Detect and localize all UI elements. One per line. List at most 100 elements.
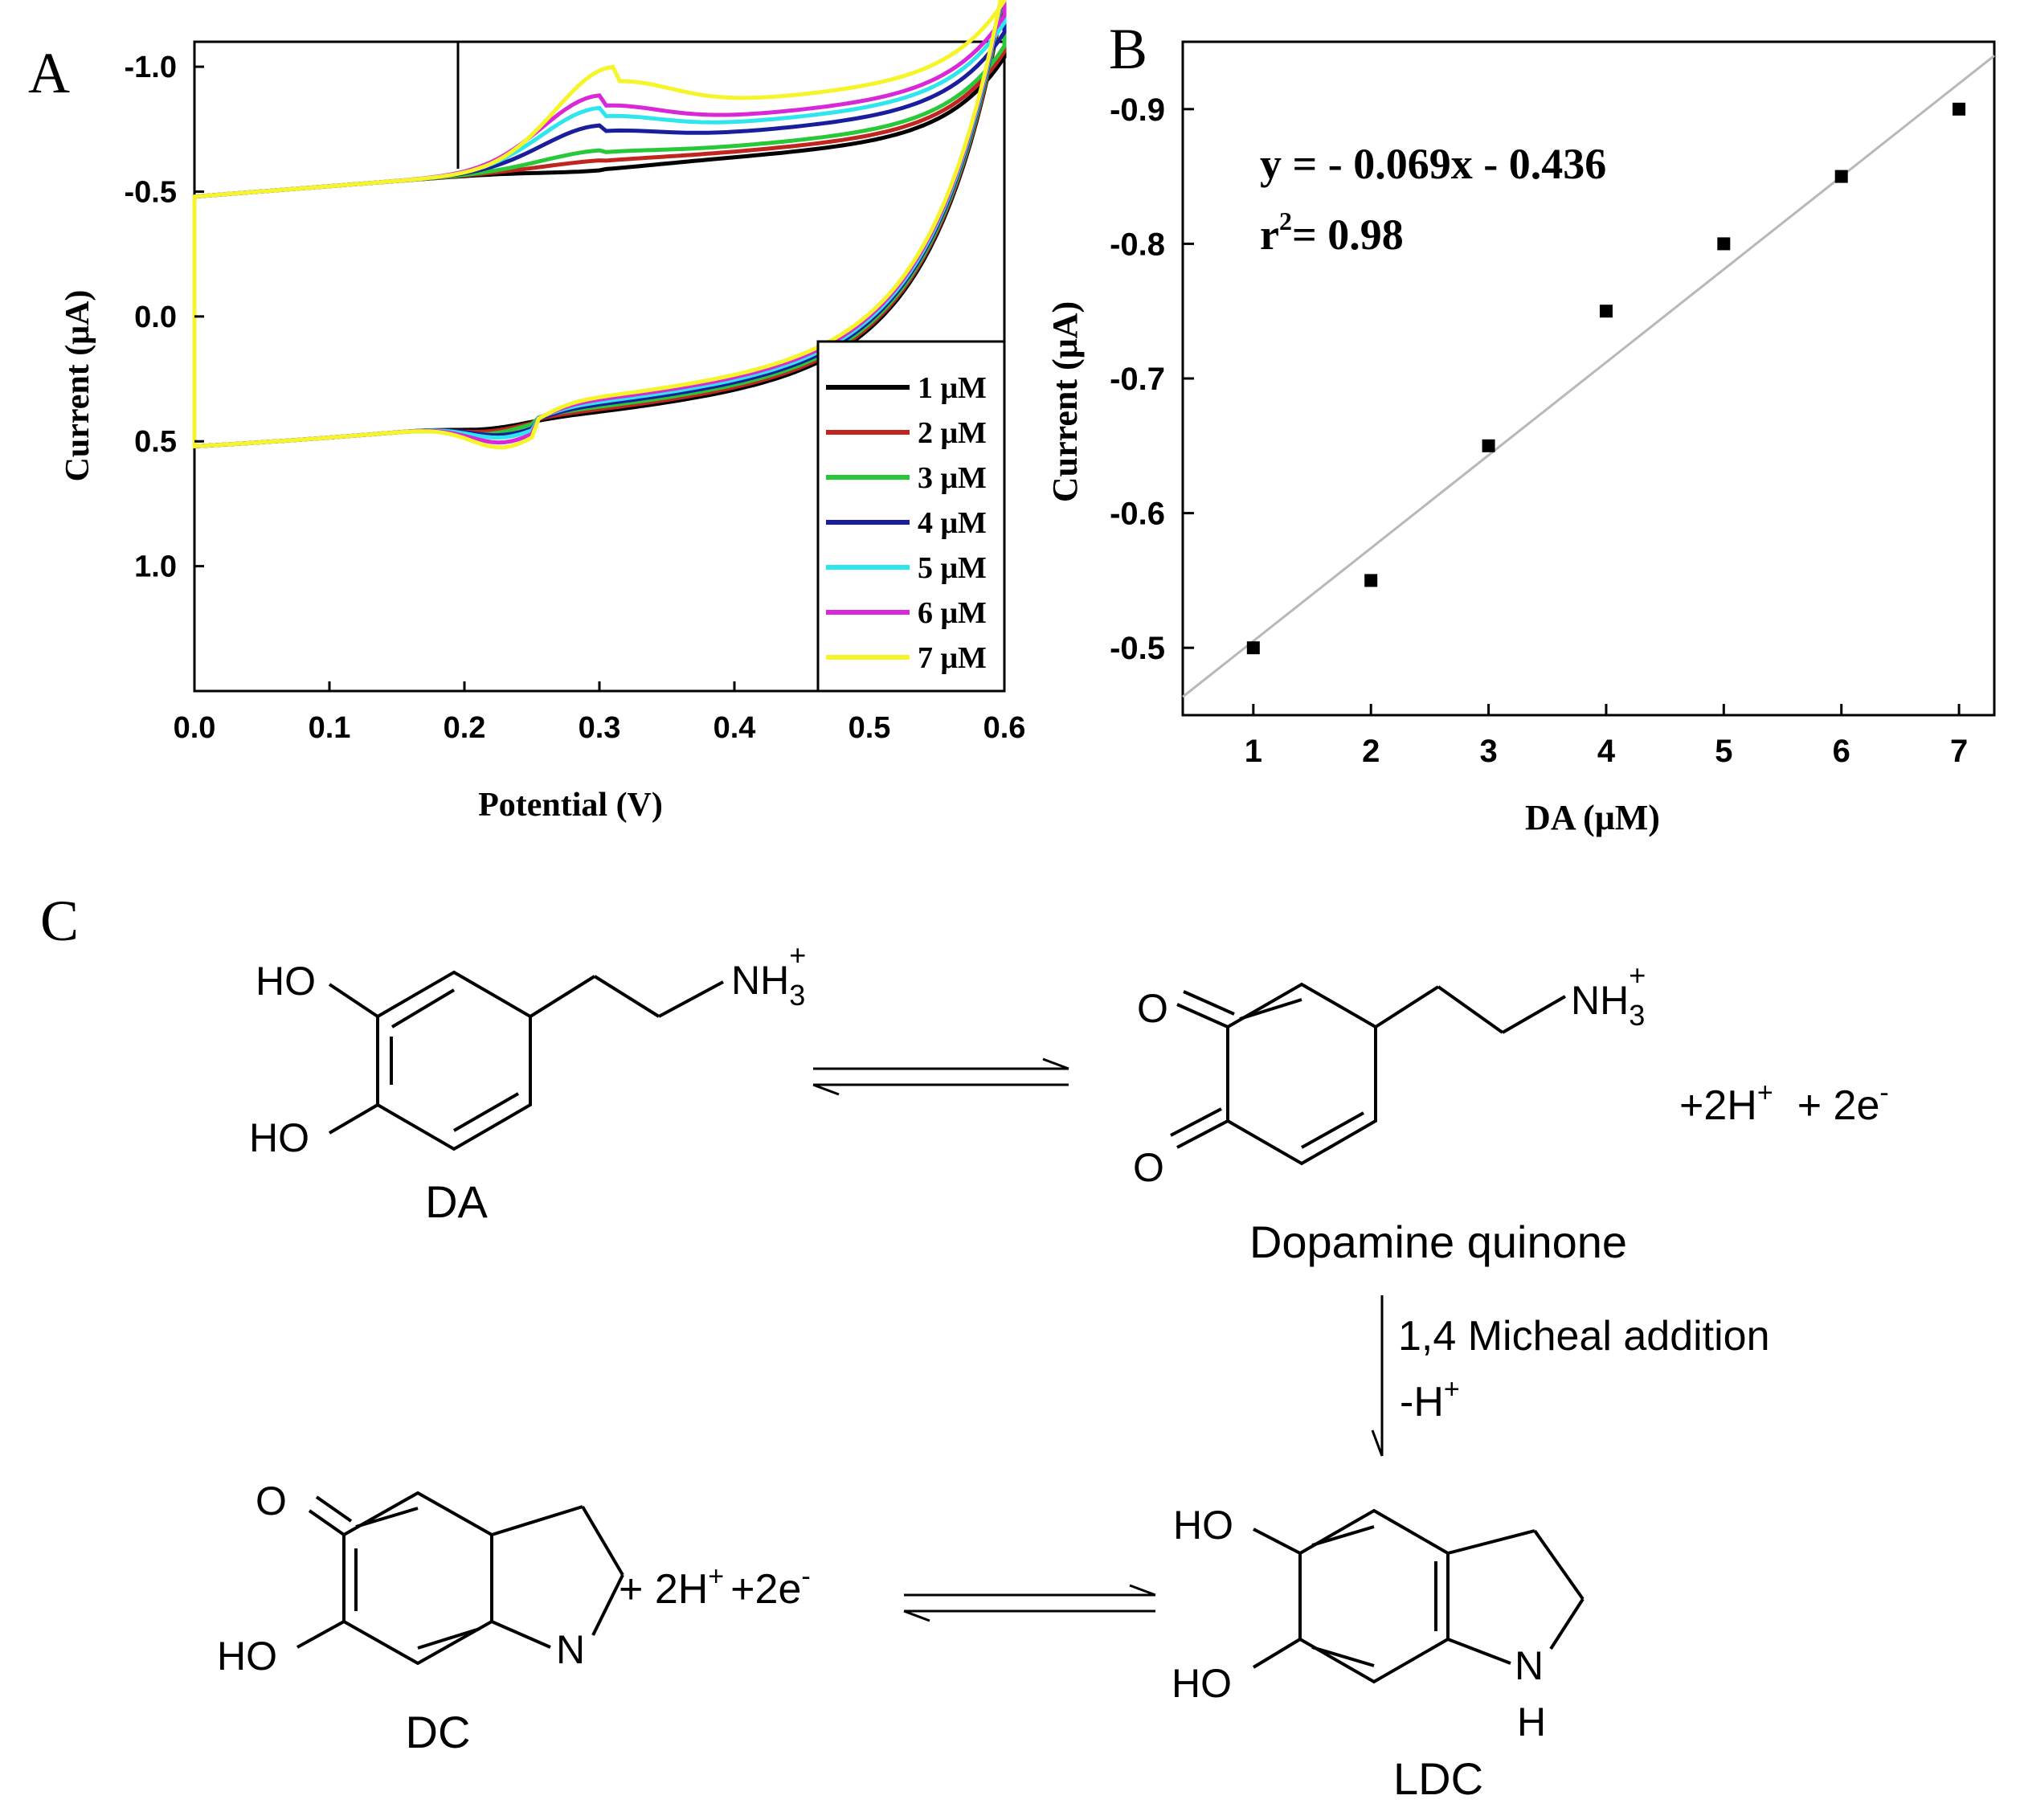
dq-chain-bond [1437, 985, 1504, 1034]
dq-carbonyl-bond [1183, 990, 1235, 1016]
step1-products: +2H+ + 2e- [1679, 1078, 1889, 1129]
panel-b-calibration: B 1 2 3 4 5 6 7 -0.5 -0.6 -0.7 -0.8 -0.9 y = - 0.0… [1045, 17, 1996, 837]
ldc-nitrogen: N [1515, 1643, 1544, 1688]
dc-oxygen: O [256, 1478, 287, 1523]
panel-a-x-tick-label: 0.2 [444, 711, 486, 745]
molecule-dopamine [328, 970, 724, 1151]
dq-ammonium: NH3+ [1571, 959, 1646, 1032]
molecule-ldc [1252, 1508, 1585, 1684]
panel-b-y-tick-label: -0.8 [1110, 227, 1165, 262]
panel-a-y-axis-label: Current (μA) [59, 290, 96, 482]
panel-b-data-point [1717, 237, 1731, 251]
ldc-ring-inner-bond [1311, 1525, 1375, 1547]
dq-label: Dopamine quinone [1249, 1217, 1627, 1267]
panel-b-x-ticks: 1 2 3 4 5 6 7 [1245, 704, 1968, 769]
panel-b-x-tick-label: 4 [1597, 734, 1616, 769]
dq-ring-inner-bond [1301, 1111, 1364, 1149]
panel-a-y-tick-label: 0.0 [134, 301, 177, 334]
panel-a-y-tick-label: 1.0 [134, 550, 177, 584]
ldc-five-ring-bond [1533, 1529, 1585, 1601]
ldc-label: LDC [1393, 1753, 1483, 1804]
dq-ring-inner-bond [1239, 998, 1302, 1020]
da-ring [376, 970, 532, 1151]
da-chain-bond [658, 980, 724, 1018]
da-oh-bond [328, 1103, 379, 1135]
panel-a-legend-box [816, 340, 1006, 693]
dc-ring-inner-bond [355, 1507, 419, 1528]
equilibrium-arrow-1 [812, 1057, 1069, 1096]
panel-c-reaction-scheme: C HO HO NH3+ DA [40, 889, 1889, 1804]
panel-b-x-tick-label: 2 [1362, 734, 1380, 769]
panel-b-x-tick-label: 6 [1833, 734, 1850, 769]
panel-a-x-tick-label: 0.4 [714, 711, 756, 745]
down-arrow [1371, 1295, 1384, 1457]
dq-ring [1226, 982, 1377, 1166]
dc-carbonyl-bond [308, 1509, 346, 1536]
ldc-five-ring-bond [1447, 1529, 1535, 1555]
panel-b-fit-line-group [1182, 55, 1995, 698]
da-hydroxyl-top: HO [256, 959, 316, 1004]
panel-b-fit-equation: y = - 0.069x - 0.436 [1260, 140, 1606, 188]
da-ammonium: NH3+ [731, 939, 806, 1012]
panel-a-legend-label: 3 μM [918, 461, 987, 495]
panel-a-legend-label: 6 μM [918, 596, 987, 630]
dc-five-ring-bond [491, 1620, 551, 1649]
dc-hydroxyl: HO [217, 1634, 277, 1679]
panel-a-legend-label: 7 μM [918, 641, 987, 675]
dc-five-ring-bond [581, 1505, 624, 1577]
panel-a-legend-label: 5 μM [918, 551, 987, 585]
dq-chain-bond [1374, 985, 1440, 1029]
dc-six-ring [342, 1491, 493, 1666]
panel-b-y-axis-label: Current (μA) [1045, 301, 1085, 502]
dq-carbonyl-bond [1176, 1119, 1229, 1149]
ldc-nitrogen-hydrogen: H [1517, 1699, 1546, 1744]
panel-a-voltammogram: A 0.0 0.1 0.2 0.3 0.4 0.5 0.6 -1.0 -0.5 0.0 0.5 1.… [28, 0, 1025, 824]
ldc-ring-inner-bond [1311, 1646, 1375, 1667]
dc-five-ring-bond [591, 1574, 624, 1636]
panel-b-y-tick-label: -0.5 [1110, 631, 1165, 666]
panel-b-data-point [1599, 305, 1613, 318]
molecule-dc [296, 1491, 624, 1666]
panel-a-y-tick-label: 0.5 [134, 425, 177, 459]
dq-carbonyl-bond [1170, 1107, 1222, 1137]
panel-a-cv-curve [192, 0, 1007, 450]
panel-b-fit-line [1182, 55, 1995, 698]
panel-b-y-ticks: -0.5 -0.6 -0.7 -0.8 -0.9 [1110, 92, 1194, 666]
da-chain-bond [593, 975, 660, 1018]
panel-a-x-axis-label: Potential (V) [478, 787, 663, 824]
da-label: DA [425, 1176, 488, 1227]
molecule-dopamine-quinone [1170, 982, 1566, 1166]
panel-a-legend: 1 μM 2 μM 3 μM 4 μM 5 μM 6 μM 7 μM [816, 340, 1006, 693]
panel-a-x-ticks: 0.0 0.1 0.2 0.3 0.4 0.5 0.6 [174, 681, 1026, 745]
panel-b-data-point [1834, 170, 1848, 183]
panel-a-x-tick-label: 0.5 [848, 711, 891, 745]
panel-b-y-tick-label: -0.6 [1110, 497, 1165, 532]
ldc-five-ring-bond [1549, 1597, 1585, 1650]
panel-b-x-tick-label: 1 [1245, 734, 1262, 769]
dc-carbonyl-bond [315, 1495, 353, 1523]
panel-b-data-point [1246, 641, 1260, 655]
arrow-label-deprotonation: -H+ [1400, 1374, 1460, 1425]
panel-b-r-squared: r2= 0.98 [1260, 207, 1404, 259]
equilibrium-arrow-2 [903, 1584, 1156, 1622]
panel-a-y-ticks: -1.0 -0.5 0.0 0.5 1.0 [125, 51, 204, 584]
dc-nitrogen: N [556, 1627, 585, 1672]
da-hydroxyl-bottom: HO [249, 1115, 309, 1160]
panel-a-x-tick-label: 0.1 [309, 711, 351, 745]
panel-b-data-point [1953, 102, 1966, 116]
panel-b-y-tick-label: -0.9 [1110, 92, 1165, 128]
panel-b-points [1246, 102, 1966, 655]
dc-oh-bond [296, 1620, 345, 1649]
dc-products: + 2H+ +2e- [619, 1561, 811, 1613]
dc-label: DC [406, 1707, 471, 1757]
da-ring-inner-bond [391, 988, 456, 1029]
dq-oxygen-top: O [1137, 986, 1168, 1031]
arrow-label-michael: 1,4 Micheal addition [1398, 1313, 1770, 1360]
panel-a-y-tick-label: -0.5 [125, 175, 177, 209]
panel-b-x-tick-label: 3 [1479, 734, 1497, 769]
panel-a-x-tick-label: 0.0 [174, 711, 216, 745]
ldc-hydroxyl-bottom: HO [1172, 1661, 1232, 1706]
dq-carbonyl-bond [1176, 1003, 1229, 1029]
panel-a-x-tick-label: 0.6 [983, 711, 1026, 745]
